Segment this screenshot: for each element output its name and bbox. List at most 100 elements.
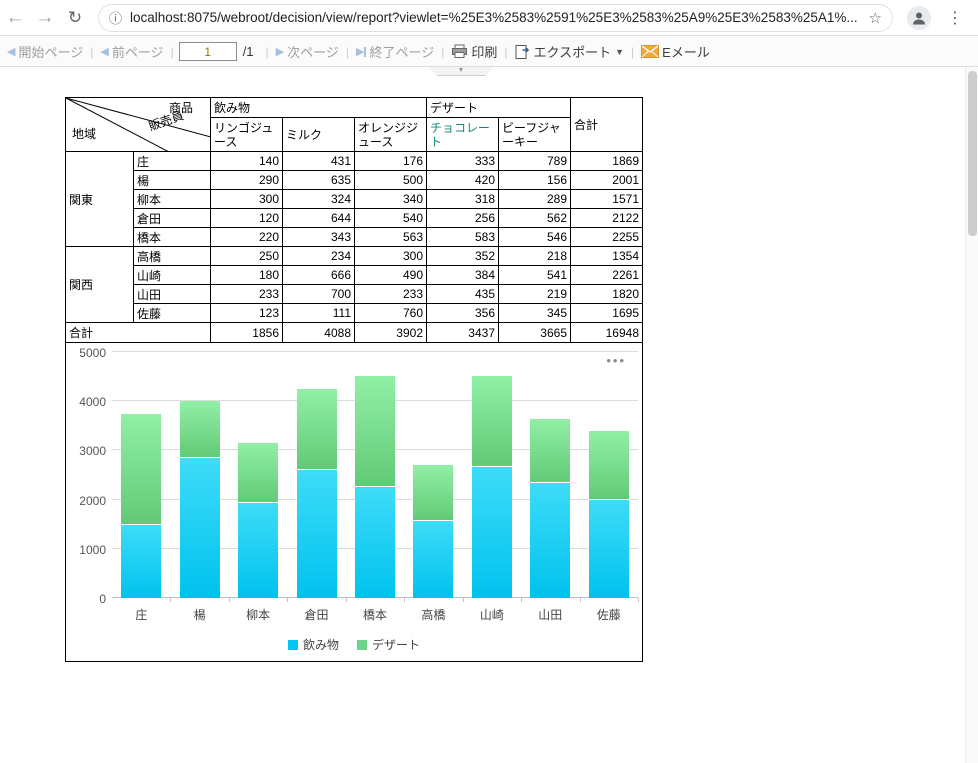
info-icon[interactable]: ⓘ <box>109 11 123 26</box>
bar-segment-drinks[interactable] <box>121 524 162 598</box>
address-bar[interactable]: ⓘ localhost:8075/webroot/decision/view/r… <box>98 3 893 32</box>
export-button[interactable]: エクスポート ▼ <box>514 42 624 61</box>
stacked-bar-山田[interactable] <box>530 418 571 598</box>
x-tick <box>228 598 230 602</box>
total-value-cell: 1856 <box>210 322 283 343</box>
print-button[interactable]: 印刷 <box>451 42 497 61</box>
crosstab-table: 商品 販売員 地域 飲み物 デザート 合計 リンゴジュース ミルク オレンジジュ… <box>65 97 643 343</box>
scrollbar-thumb[interactable] <box>968 71 977 236</box>
table-row: 山崎 180 666 490 384 541 2261 <box>66 265 643 285</box>
email-button[interactable]: Eメール <box>641 42 710 61</box>
next-page-button[interactable]: ▶ 次ページ <box>276 42 339 61</box>
bar-segment-dessert[interactable] <box>179 401 220 458</box>
printer-icon <box>451 44 468 59</box>
value-cell: 220 <box>210 227 283 247</box>
column-group-dessert: デザート <box>426 97 571 118</box>
bar-slot <box>229 352 287 598</box>
parameter-panel-toggle[interactable]: ▼ <box>428 67 494 76</box>
column-header-chocolate[interactable]: チョコレート <box>426 117 499 152</box>
y-tick-label: 0 <box>99 592 106 606</box>
bar-segment-dessert[interactable] <box>588 431 629 501</box>
bar-segment-drinks[interactable] <box>238 503 279 598</box>
value-cell: 1354 <box>570 246 643 266</box>
bar-segment-dessert[interactable] <box>296 389 337 470</box>
column-header-apple-juice: リンゴジュース <box>210 117 283 152</box>
stacked-bar-楊[interactable] <box>179 401 220 598</box>
stacked-bar-倉田[interactable] <box>296 389 337 598</box>
last-page-bar-icon <box>364 46 367 57</box>
value-cell: 289 <box>498 189 571 209</box>
export-icon <box>514 44 530 60</box>
reload-icon[interactable]: ↻ <box>67 7 83 27</box>
separator: | <box>441 44 445 59</box>
page-scrollbar[interactable] <box>965 67 978 763</box>
bookmark-star-icon[interactable]: ☆ <box>868 9 882 27</box>
bar-segment-dessert[interactable] <box>121 414 162 525</box>
export-label: エクスポート <box>533 45 612 60</box>
bar-segment-drinks[interactable] <box>471 466 512 598</box>
value-cell: 384 <box>426 265 499 285</box>
value-cell: 500 <box>354 170 427 190</box>
value-cell: 156 <box>498 170 571 190</box>
prev-page-icon: ◀ <box>100 46 109 58</box>
value-cell: 1820 <box>570 284 643 304</box>
salesperson-cell: 柳本 <box>133 189 211 209</box>
column-total-header: 合計 <box>570 97 643 152</box>
first-page-label: 開始ページ <box>18 45 84 60</box>
browser-menu-icon[interactable]: ⋮ <box>947 9 963 27</box>
value-cell: 435 <box>426 284 499 304</box>
value-cell: 233 <box>210 284 283 304</box>
value-cell: 123 <box>210 303 283 323</box>
separator: | <box>170 44 174 59</box>
salesperson-cell: 高橋 <box>133 246 211 266</box>
value-cell: 250 <box>210 246 283 266</box>
x-tick <box>404 598 406 602</box>
separator: | <box>345 44 349 59</box>
x-axis-label: 柳本 <box>246 608 271 622</box>
bar-segment-dessert[interactable] <box>354 376 395 488</box>
bar-segment-dessert[interactable] <box>530 418 571 484</box>
x-axis-label: 橋本 <box>362 608 387 622</box>
bar-segment-drinks[interactable] <box>530 483 571 598</box>
back-icon[interactable]: ← <box>5 6 25 28</box>
bar-segment-dessert[interactable] <box>238 443 279 504</box>
bar-slot <box>170 352 228 598</box>
bar-slot <box>580 352 638 598</box>
page-total-label: /1 <box>242 44 254 59</box>
value-cell: 233 <box>354 284 427 304</box>
email-label: Eメール <box>662 45 710 60</box>
stacked-bar-高橋[interactable] <box>413 464 454 598</box>
value-cell: 234 <box>282 246 355 266</box>
prev-page-button[interactable]: ◀ 前ページ <box>100 42 163 61</box>
legend-item[interactable]: デザート <box>357 636 420 653</box>
diagonal-lines <box>66 98 210 151</box>
avatar-icon[interactable] <box>907 5 931 30</box>
first-page-button[interactable]: ◀ 開始ページ <box>7 42 83 61</box>
value-cell: 290 <box>210 170 283 190</box>
bar-segment-drinks[interactable] <box>588 500 629 598</box>
url-text[interactable]: localhost:8075/webroot/decision/view/rep… <box>130 10 858 25</box>
table-row: 倉田 120 644 540 256 562 2122 <box>66 208 643 228</box>
bar-segment-drinks[interactable] <box>296 469 337 598</box>
bar-segment-dessert[interactable] <box>471 375 512 467</box>
bar-segment-dessert[interactable] <box>413 464 454 521</box>
legend-item[interactable]: 飲み物 <box>287 636 339 653</box>
bar-segment-drinks[interactable] <box>354 487 395 598</box>
stacked-bar-橋本[interactable] <box>354 376 395 598</box>
last-page-icon: ▶ <box>356 46 365 58</box>
stacked-bar-柳本[interactable] <box>238 443 279 598</box>
value-cell: 300 <box>210 189 283 209</box>
bar-segment-drinks[interactable] <box>413 520 454 598</box>
last-page-button[interactable]: ▶ 終了ページ <box>356 42 434 61</box>
bar-segment-drinks[interactable] <box>179 457 220 598</box>
stacked-bar-山崎[interactable] <box>471 375 512 598</box>
export-caret-icon: ▼ <box>615 46 625 57</box>
forward-icon[interactable]: → <box>35 6 55 28</box>
page-number-input[interactable] <box>178 42 237 61</box>
stacked-bar-佐藤[interactable] <box>588 431 629 598</box>
diagonal-header-cell: 商品 販売員 地域 <box>65 97 211 152</box>
stacked-bar-庄[interactable] <box>121 414 162 598</box>
chart-y-axis: 0 1000 2000 3000 4000 5000 <box>66 346 112 606</box>
value-cell: 563 <box>354 227 427 247</box>
chart-more-icon[interactable]: ••• <box>606 353 626 368</box>
